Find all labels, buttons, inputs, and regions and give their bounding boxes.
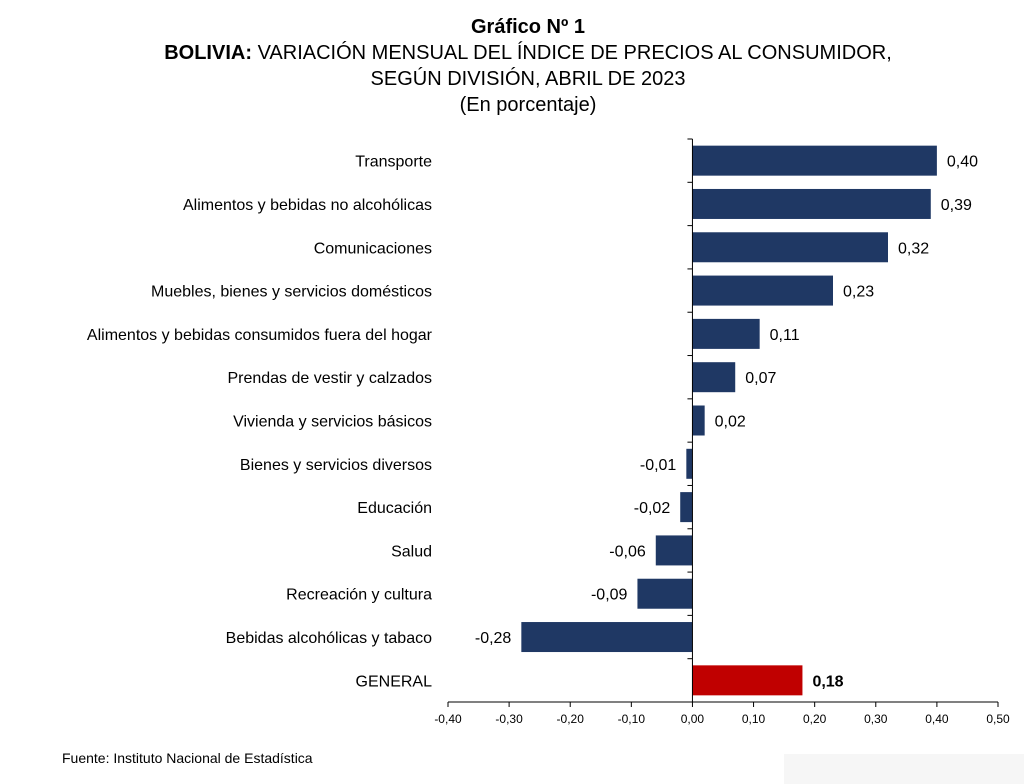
bar <box>692 405 705 436</box>
bar <box>692 188 931 219</box>
data-label: 0,23 <box>843 284 874 301</box>
x-tick-label: 0,10 <box>742 712 766 726</box>
chart-titles: Gráfico Nº 1 BOLIVIA: VARIACIÓN MENSUAL … <box>0 14 1024 118</box>
category-label: Recreación y cultura <box>286 587 432 604</box>
chart-title: Gráfico Nº 1 <box>470 16 585 38</box>
bar <box>655 535 693 566</box>
chart-subtitle-line2: SEGÚN DIVISIÓN, ABRIL DE 2023 <box>370 68 686 90</box>
bar <box>692 275 833 306</box>
x-tick-label: -0,10 <box>618 712 646 726</box>
chart-unit: (En porcentaje) <box>459 94 597 116</box>
x-tick-label: -0,30 <box>495 712 523 726</box>
data-label: 0,39 <box>941 197 972 214</box>
category-label: Alimentos y bebidas no alcohólicas <box>183 197 432 214</box>
bar <box>692 145 937 176</box>
bar <box>637 578 693 609</box>
category-label: Muebles, bienes y servicios domésticos <box>151 284 432 301</box>
bar <box>692 665 803 696</box>
data-label: 0,32 <box>898 240 929 257</box>
data-label: -0,01 <box>640 457 677 474</box>
bar <box>521 622 693 653</box>
data-label: 0,02 <box>715 414 746 431</box>
data-label: 0,18 <box>812 673 843 690</box>
data-label: 0,11 <box>770 327 800 344</box>
x-tick-label: 0,30 <box>864 712 888 726</box>
category-label: Comunicaciones <box>314 240 432 257</box>
x-tick-label: -0,40 <box>434 712 462 726</box>
category-label: Transporte <box>355 154 432 171</box>
chart-subtitle-text: VARIACIÓN MENSUAL DEL ÍNDICE DE PRECIOS … <box>257 42 892 64</box>
data-label: -0,06 <box>609 543 646 560</box>
x-tick-label: 0,50 <box>986 712 1010 726</box>
data-label: 0,40 <box>947 154 978 171</box>
category-label: Salud <box>391 543 432 560</box>
category-label: Alimentos y bebidas consumidos fuera del… <box>87 327 433 344</box>
category-label: Educación <box>357 500 432 517</box>
bar <box>686 448 693 479</box>
corner-shade <box>784 754 1024 784</box>
category-label: GENERAL <box>356 673 433 690</box>
chart-subtitle-country: BOLIVIA: <box>164 42 252 64</box>
data-label: -0,28 <box>475 630 512 647</box>
x-tick-label: 0,40 <box>925 712 949 726</box>
category-label: Bebidas alcohólicas y tabaco <box>226 630 432 647</box>
category-label: Bienes y servicios diversos <box>240 457 432 474</box>
chart-subtitle-line1: BOLIVIA: VARIACIÓN MENSUAL DEL ÍNDICE DE… <box>0 40 1024 66</box>
category-label: Vivienda y servicios básicos <box>233 414 432 431</box>
x-tick-label: -0,20 <box>557 712 585 726</box>
x-tick-label: 0,20 <box>803 712 827 726</box>
data-label: -0,02 <box>634 500 671 517</box>
data-label: -0,09 <box>591 587 628 604</box>
x-tick-label: 0,00 <box>681 712 705 726</box>
bar <box>692 232 888 263</box>
bar <box>692 318 760 349</box>
bar <box>692 362 736 393</box>
category-label: Prendas de vestir y calzados <box>227 370 432 387</box>
bar <box>680 492 693 523</box>
data-label: 0,07 <box>745 370 776 387</box>
source-note: Fuente: Instituto Nacional de Estadístic… <box>62 750 313 766</box>
